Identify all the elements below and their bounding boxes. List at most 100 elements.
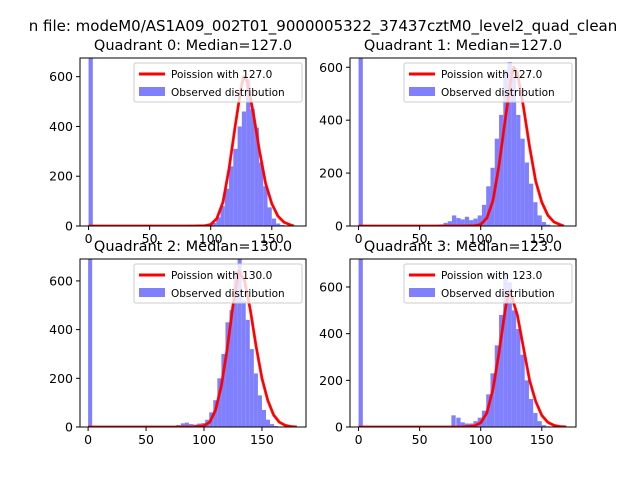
x-tick-label: 0: [84, 432, 92, 447]
histogram-bar: [541, 222, 547, 226]
y-tick-label: 400: [319, 326, 343, 341]
histogram-bar: [494, 345, 500, 427]
histogram-bar: [528, 183, 534, 226]
legend-label-observed: Observed distribution: [171, 288, 285, 300]
y-tick-label: 200: [49, 169, 73, 184]
histogram-bar: [224, 188, 230, 226]
axes-frame: [79, 57, 307, 227]
histogram-bar: [245, 319, 250, 427]
histogram-bar: [464, 216, 470, 226]
legend-label-poisson: Poission with 127.0: [171, 69, 272, 81]
panel-title: Quadrant 2: Median=130.0: [94, 239, 292, 255]
legend-label-observed: Observed distribution: [441, 87, 555, 99]
x-tick-label: 50: [142, 231, 158, 246]
y-tick-label: 200: [319, 373, 343, 388]
histogram-bar: [276, 223, 281, 226]
x-tick-label: 150: [260, 231, 284, 246]
x-tick-label: 100: [469, 432, 493, 447]
x-tick-label: 50: [412, 231, 428, 246]
x-tick-label: 100: [469, 231, 493, 246]
x-tick-label: 0: [355, 432, 363, 447]
y-tick-label: 600: [49, 69, 73, 84]
histogram-bar: [537, 215, 542, 226]
histogram-bar: [443, 222, 448, 226]
y-tick-label: 0: [65, 219, 73, 234]
legend-bar-swatch: [409, 288, 435, 297]
legend-bar-swatch: [139, 288, 165, 297]
histogram-bar: [524, 380, 529, 427]
histogram-bar: [180, 423, 185, 427]
histogram-bar: [88, 58, 93, 226]
legend-label-poisson: Poission with 127.0: [441, 69, 542, 81]
histogram-bar: [358, 58, 363, 226]
x-tick-label: 50: [412, 432, 428, 447]
histogram-bar: [460, 219, 465, 226]
histogram-bar: [263, 186, 268, 226]
figure-suptitle: n file: modeM0/AS1A09_002T01_9000005322_…: [29, 17, 618, 36]
y-tick-label: 600: [319, 60, 343, 75]
histogram-bar: [537, 421, 542, 427]
histogram-bar: [460, 422, 465, 427]
histogram-bar: [507, 282, 512, 427]
histogram-bar: [473, 218, 478, 226]
histogram-bar: [511, 310, 517, 427]
axes-frame: [349, 258, 577, 428]
histogram-bar: [253, 373, 258, 427]
histogram-bar: [503, 69, 508, 226]
legend-label-observed: Observed distribution: [171, 87, 285, 99]
histogram-bar: [220, 206, 225, 226]
x-tick-label: 0: [85, 231, 93, 246]
histogram-bar: [229, 310, 234, 427]
legend-box: [403, 62, 573, 103]
x-tick-label: 150: [250, 432, 274, 447]
legend-bar-swatch: [139, 87, 165, 96]
histogram-bar: [456, 218, 461, 226]
legend-box: [133, 62, 303, 103]
plot-marks: [358, 259, 567, 427]
histogram-bar: [270, 424, 275, 427]
histogram-bar: [499, 315, 504, 427]
histogram-bar: [258, 162, 264, 226]
subplot-grid: 0 50 100 150 0 200 400 600 Quadrant 0: Median=12…: [49, 38, 577, 447]
histogram-bar: [266, 419, 271, 427]
y-tick-label: 400: [49, 119, 73, 134]
histogram-bar: [451, 415, 456, 427]
quadrant-2-panel: 0 50 100 150 0 200 400 600 Quadrant 2: Median=13…: [49, 239, 307, 447]
quadrant-1-panel: 0 50 100 150 0 200 400 600 Quadrant 1: Median=12…: [319, 38, 577, 246]
histogram-bar: [447, 221, 453, 226]
y-tick-label: 0: [65, 420, 73, 435]
legend: Poission with 123.0 Observed distribution: [403, 263, 573, 304]
y-tick-label: 200: [49, 371, 73, 386]
x-tick-label: 150: [530, 432, 554, 447]
histogram-bar: [520, 138, 525, 226]
histogram-bar: [267, 207, 272, 226]
histogram-bar: [499, 114, 504, 226]
y-tick-label: 0: [335, 219, 343, 234]
histogram-bar: [217, 378, 222, 427]
histogram-bar: [233, 271, 238, 427]
y-tick-label: 400: [319, 113, 343, 128]
histogram-bar: [241, 300, 246, 427]
legend-box: [133, 263, 303, 304]
x-tick-label: 100: [199, 231, 223, 246]
histogram-bar: [546, 224, 551, 226]
legend-label-poisson: Poission with 123.0: [441, 270, 542, 282]
panel-title: Quadrant 0: Median=127.0: [94, 38, 292, 54]
histogram-bar: [528, 399, 534, 427]
legend-box: [403, 263, 573, 304]
y-tick-label: 600: [319, 280, 343, 295]
y-tick-label: 600: [49, 273, 73, 288]
histogram-bar: [481, 204, 487, 226]
x-tick-label: 50: [138, 432, 154, 447]
quadrant-3-panel: 0 50 100 150 0 200 400 600 Quadrant 3: Median=12…: [319, 239, 577, 447]
y-tick-label: 0: [335, 420, 343, 435]
quadrant-0-panel: 0 50 100 150 0 200 400 600 Quadrant 0: Median=12…: [49, 38, 307, 246]
histogram-bar: [358, 259, 363, 427]
histogram-bar: [261, 409, 267, 427]
histogram-bar: [533, 413, 538, 427]
legend: Poission with 127.0 Observed distribution: [133, 62, 303, 103]
histogram-bar: [221, 353, 226, 427]
legend: Poission with 127.0 Observed distribution: [403, 62, 573, 103]
histogram-bar: [229, 166, 234, 226]
